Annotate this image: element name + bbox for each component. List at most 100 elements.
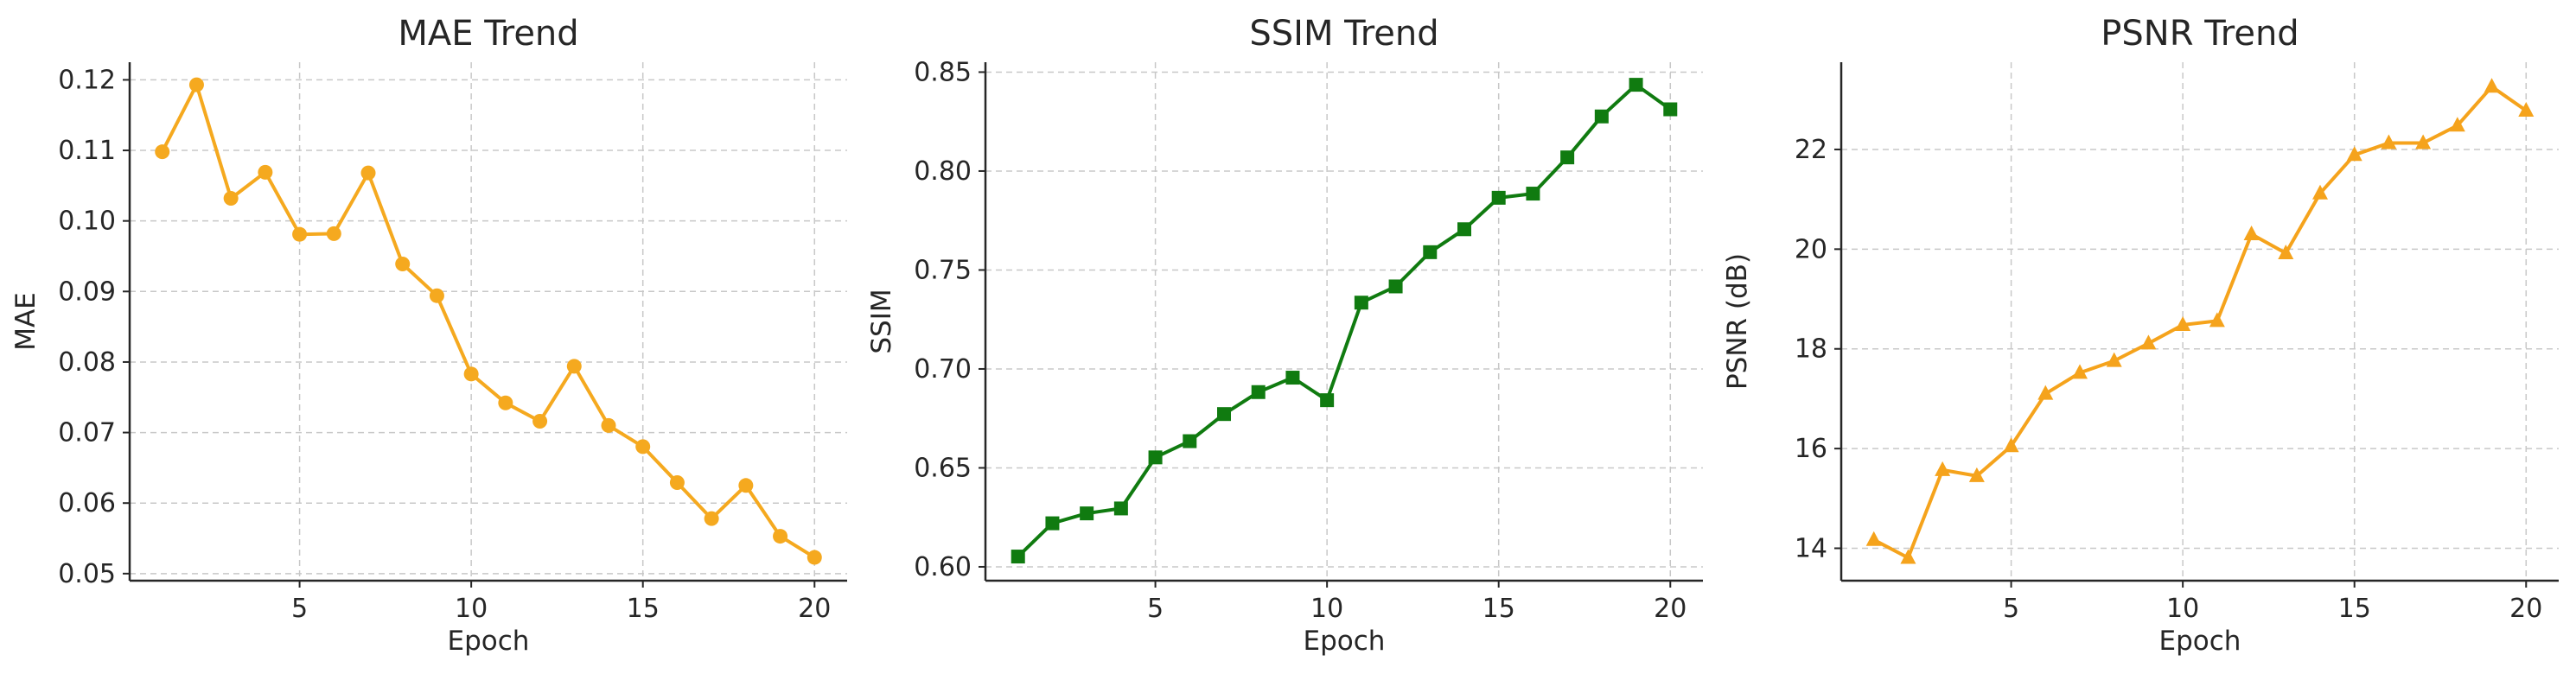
data-point [2484,78,2500,93]
data-point [155,144,170,160]
data-point [1320,393,1335,408]
y-axis-label: PSNR (dB) [1722,253,1753,390]
y-tick-label: 18 [1795,334,1827,365]
y-tick-label: 0.08 [58,347,116,378]
data-point [1968,467,1985,482]
data-point [2346,146,2362,162]
y-tick-label: 0.06 [58,488,116,518]
x-axis-label: Epoch [2159,626,2241,657]
data-point [188,77,204,92]
y-tick-label: 0.75 [914,255,972,285]
data-point [1526,187,1540,201]
data-point [1011,550,1025,564]
data-point [1423,245,1438,259]
data-point [1560,150,1575,165]
data-point [566,359,582,374]
data-point [2140,334,2157,350]
data-point [498,395,513,410]
data-point [532,414,548,429]
data-point [1663,102,1678,117]
y-tick-label: 14 [1795,534,1827,564]
y-tick-label: 0.07 [58,418,116,448]
data-point [1183,434,1197,448]
data-point [1594,109,1609,124]
x-tick-label: 20 [2509,594,2542,624]
data-point [1629,78,1643,92]
series-line [160,83,816,559]
data-point [1865,531,1882,546]
data-point [1148,450,1163,465]
data-point [1935,461,1951,476]
data-point [2037,385,2054,400]
x-tick-label: 5 [2003,594,2019,624]
x-axis-label: Epoch [448,626,530,657]
data-point [2311,184,2328,200]
data-point [429,288,444,303]
data-point [1457,222,1471,237]
chart-panel-1: 5 10 15 20 0.05 0.06 0.07 0.08 0.09 0.10 0.11 0.12 M… [10,14,847,657]
data-point [2278,244,2294,259]
y-tick-label: 0.05 [58,559,116,589]
data-point [395,256,411,271]
chart-title: SSIM Trend [1249,14,1438,54]
y-tick-label: 22 [1795,135,1827,165]
y-tick-label: 0.65 [914,453,972,483]
data-point [1113,501,1128,516]
data-point [773,529,788,544]
data-point [2449,117,2465,132]
x-axis-label: Epoch [1304,626,1386,657]
chart-title: PSNR Trend [2101,14,2299,54]
x-tick-label: 10 [455,594,488,624]
y-tick-label: 0.85 [914,57,972,87]
y-tick-label: 0.70 [914,354,972,385]
y-tick-label: 0.60 [914,552,972,582]
y-tick-label: 16 [1795,434,1827,464]
data-point [1080,506,1094,521]
data-point [738,478,754,493]
y-tick-label: 0.80 [914,156,972,187]
y-tick-label: 0.09 [58,277,116,307]
data-point [635,439,651,455]
y-axis-label: MAE [10,292,41,351]
data-point [2518,101,2535,117]
data-point [601,417,616,433]
y-tick-label: 0.12 [58,65,116,95]
data-point [2209,312,2225,327]
data-point [2381,134,2397,149]
x-tick-label: 15 [627,594,660,624]
data-point [2243,226,2260,241]
data-point [2106,352,2122,367]
data-point [223,191,239,207]
data-point [704,511,719,526]
chart-panel-3: 5 10 15 20 14 16 18 20 22 PSNR Trend Epoch PSNR (dB… [1722,14,2559,657]
data-point [2415,134,2432,149]
chart-panel-2: 5 10 15 20 0.60 0.65 0.70 0.75 0.80 0.85 SSIM Tren… [866,14,1703,657]
x-tick-label: 20 [1654,594,1687,624]
y-tick-label: 0.10 [58,207,116,237]
x-tick-label: 10 [2166,594,2199,624]
data-point [1354,296,1368,310]
data-point [2072,364,2088,379]
chart-title: MAE Trend [398,14,578,54]
data-point [360,165,376,181]
data-point [326,226,341,241]
data-point [1388,279,1403,294]
data-point [258,164,273,180]
x-tick-label: 15 [2338,594,2371,624]
series-line [1872,85,2528,560]
y-axis-label: SSIM [866,289,897,353]
x-tick-label: 15 [1482,594,1515,624]
y-tick-label: 0.11 [58,136,116,166]
data-point [1900,549,1916,564]
x-tick-label: 20 [798,594,831,624]
x-tick-label: 10 [1310,594,1343,624]
data-point [2003,437,2019,453]
data-point [1285,371,1300,385]
data-point [1251,385,1266,399]
data-point [292,226,308,242]
x-tick-label: 5 [1147,594,1164,624]
data-point [669,475,685,491]
data-point [2175,316,2191,332]
data-point [1045,516,1060,531]
